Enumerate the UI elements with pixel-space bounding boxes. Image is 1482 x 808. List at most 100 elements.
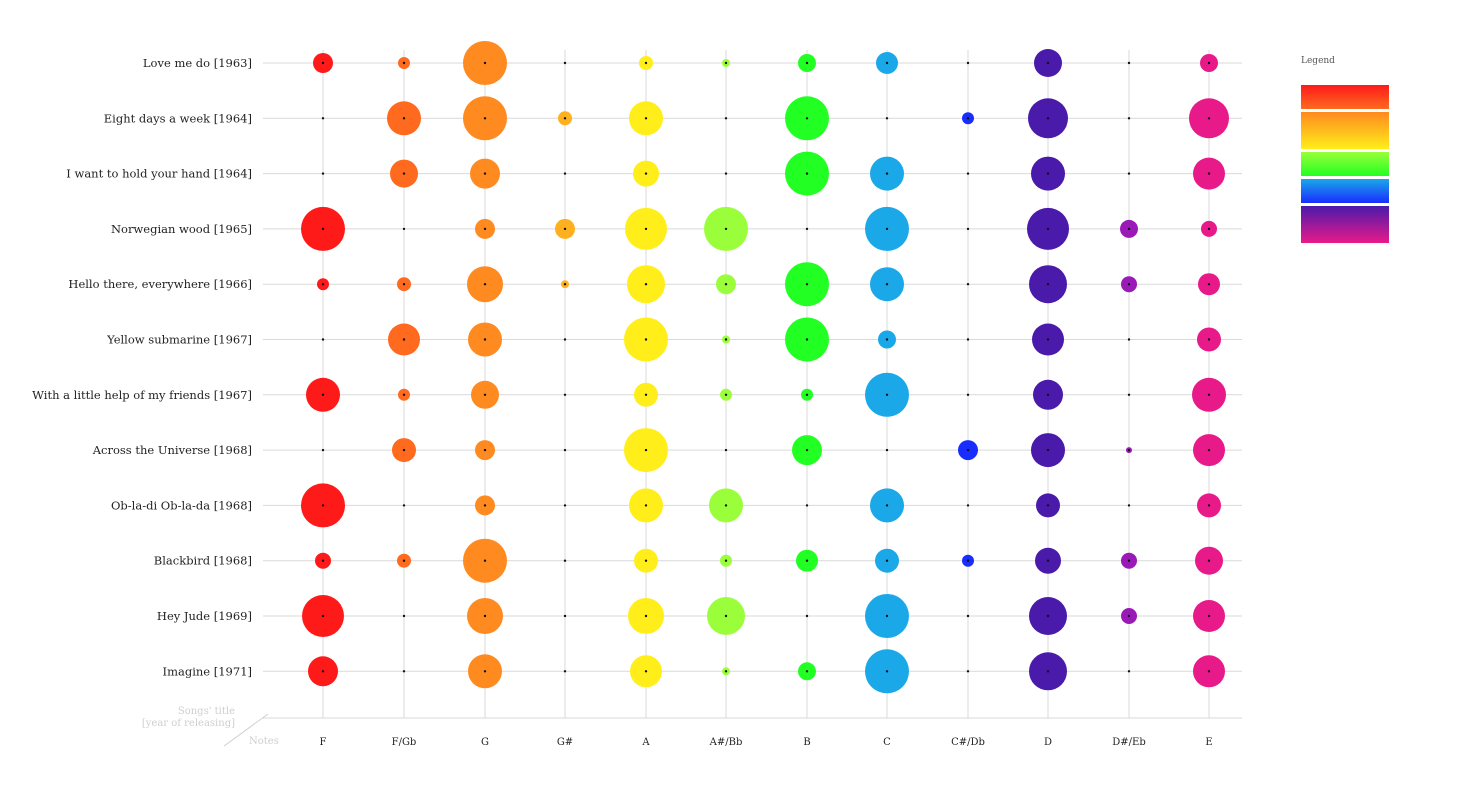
- center-dot: [1046, 614, 1050, 618]
- center-dot: [966, 117, 970, 120]
- center-dot: [885, 338, 889, 341]
- center-dot: [724, 614, 728, 618]
- center-dot: [321, 338, 325, 341]
- note-label: C: [883, 737, 891, 748]
- center-dot: [966, 614, 970, 618]
- center-dot: [644, 614, 648, 618]
- center-dot: [402, 670, 406, 673]
- center-dot: [644, 61, 648, 65]
- center-dot: [483, 614, 487, 618]
- label-layer: Love me do [1963] Eight days a week [1964…: [32, 56, 1213, 748]
- center-dot: [402, 61, 406, 65]
- legend-label: Sadness: [1399, 187, 1432, 196]
- center-dot: [321, 559, 325, 562]
- center-dot: [483, 172, 487, 175]
- center-dot: [402, 504, 406, 507]
- center-dot: [563, 448, 567, 452]
- legend-swatch: [1301, 112, 1389, 149]
- center-dot: [1046, 504, 1050, 507]
- center-dot: [563, 670, 567, 673]
- legend-label: Anger: [1398, 93, 1424, 102]
- center-dot: [321, 283, 325, 286]
- note-label: E: [1205, 737, 1212, 748]
- center-dot: [402, 172, 406, 175]
- center-dot: [805, 117, 809, 120]
- note-label: G#: [557, 737, 573, 748]
- center-dot: [1207, 614, 1211, 618]
- center-dot: [321, 61, 325, 65]
- center-dot: [321, 614, 325, 618]
- legend-swatch: [1301, 179, 1389, 203]
- center-dot: [805, 172, 809, 175]
- center-dot: [483, 283, 487, 286]
- center-dot: [885, 614, 889, 618]
- center-dot: [1046, 61, 1050, 65]
- center-dot: [402, 283, 406, 286]
- center-dot: [724, 117, 728, 120]
- center-dot: [321, 670, 325, 673]
- center-dot: [402, 614, 406, 618]
- center-dot: [724, 61, 728, 65]
- song-label: With a little help of my friends [1967]: [32, 388, 252, 402]
- center-dot: [1127, 338, 1131, 341]
- corner-divider: [223, 713, 269, 747]
- center-dot: [805, 504, 809, 507]
- center-dot: [1046, 227, 1050, 231]
- center-dot: [563, 559, 567, 562]
- center-dot: [966, 227, 970, 231]
- center-dot: [724, 448, 728, 452]
- center-dot: [1046, 117, 1050, 120]
- center-dot: [563, 117, 567, 120]
- center-dot: [805, 670, 809, 673]
- note-label: G: [481, 737, 489, 748]
- center-dot: [1207, 559, 1211, 562]
- note-label: F: [320, 737, 327, 748]
- center-dot: [805, 393, 809, 396]
- center-dot: [321, 227, 325, 231]
- center-dot: [1127, 227, 1131, 231]
- center-dot: [805, 283, 809, 286]
- song-label: Eight days a week [1964]: [104, 111, 252, 125]
- center-dot: [1046, 172, 1050, 175]
- center-dot: [1207, 283, 1211, 286]
- center-dot: [805, 614, 809, 618]
- corner-label-notes: Notes: [249, 736, 279, 747]
- note-label: D#/Eb: [1112, 737, 1145, 748]
- center-dot: [966, 338, 970, 341]
- center-dot: [805, 338, 809, 341]
- note-label: A#/Bb: [709, 737, 743, 748]
- center-dot: [966, 393, 970, 396]
- center-dot: [966, 504, 970, 507]
- legend: Legend Anger Joy Disgust Sadness Fear: [1301, 56, 1432, 243]
- center-dot: [483, 670, 487, 673]
- center-dot: [805, 61, 809, 65]
- center-dot: [885, 61, 889, 65]
- center-dot: [402, 448, 406, 452]
- center-dot: [644, 117, 648, 120]
- center-dot: [563, 393, 567, 396]
- center-dot: [805, 448, 809, 452]
- center-dot: [402, 559, 406, 562]
- center-dot: [885, 559, 889, 562]
- center-dot: [644, 172, 648, 175]
- note-label: D: [1044, 737, 1052, 748]
- center-dot: [724, 172, 728, 175]
- center-dot: [1127, 448, 1131, 452]
- center-dot: [885, 448, 889, 452]
- center-dot: [644, 559, 648, 562]
- center-dot: [885, 393, 889, 396]
- center-dot: [321, 393, 325, 396]
- center-dot: [483, 393, 487, 396]
- center-dot: [563, 283, 567, 286]
- song-label: Love me do [1963]: [143, 56, 252, 70]
- center-dot: [402, 117, 406, 120]
- center-dot: [805, 559, 809, 562]
- center-dot: [805, 227, 809, 231]
- center-dot: [1127, 614, 1131, 618]
- corner-label: Songs' title [year of releasing] Notes: [142, 706, 279, 747]
- center-dot: [1207, 338, 1211, 341]
- legend-label: Disgust: [1399, 160, 1430, 169]
- song-label: Hello there, everywhere [1966]: [68, 277, 252, 291]
- song-label: Imagine [1971]: [163, 664, 252, 678]
- center-dot: [885, 172, 889, 175]
